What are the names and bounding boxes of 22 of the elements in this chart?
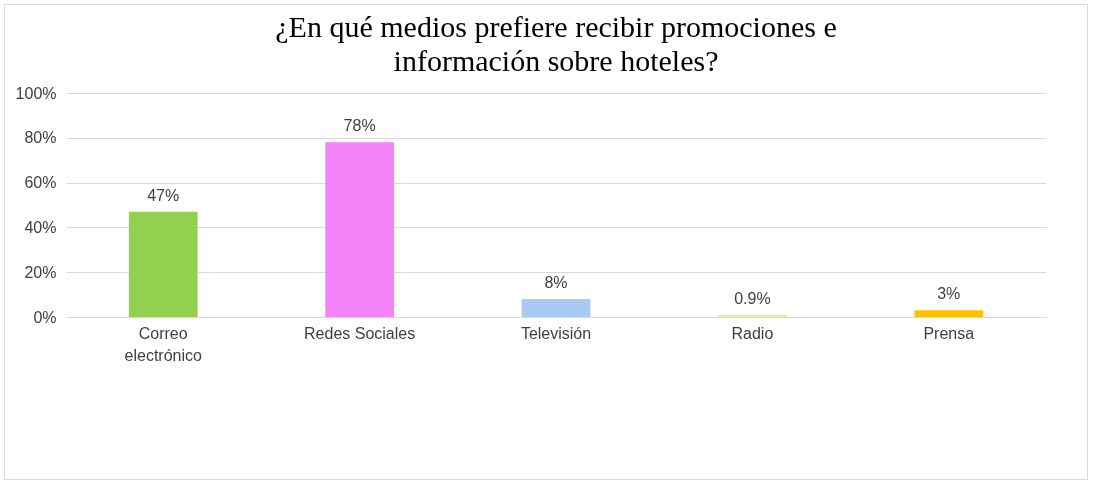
y-tick-label: 100% <box>15 84 57 102</box>
chart-title: ¿En qué medios prefiere recibir promociones e información sobre hoteles? <box>275 10 837 77</box>
data-label: 78% <box>343 117 376 135</box>
data-label: 8% <box>544 274 568 292</box>
bar <box>128 211 198 317</box>
y-tick-label: 20% <box>24 263 57 281</box>
bar <box>914 310 984 317</box>
x-tick-label: Prensa <box>923 324 975 342</box>
bar <box>718 314 787 317</box>
x-tick-label: Radio <box>731 324 774 342</box>
y-tick-label: 0% <box>33 308 57 326</box>
x-tick-label: Correo electrónico <box>124 324 202 364</box>
y-tick-label: 80% <box>24 129 57 147</box>
bar <box>325 142 394 317</box>
x-tick-label: Televisión <box>520 324 592 342</box>
data-label: 3% <box>937 285 961 303</box>
data-label: 0.9% <box>734 289 771 307</box>
data-label: 47% <box>147 186 180 204</box>
y-tick-label: 40% <box>24 218 57 236</box>
x-tick-label: Redes Sociales <box>304 324 416 342</box>
bar <box>521 299 591 317</box>
y-tick-label: 60% <box>24 174 57 192</box>
